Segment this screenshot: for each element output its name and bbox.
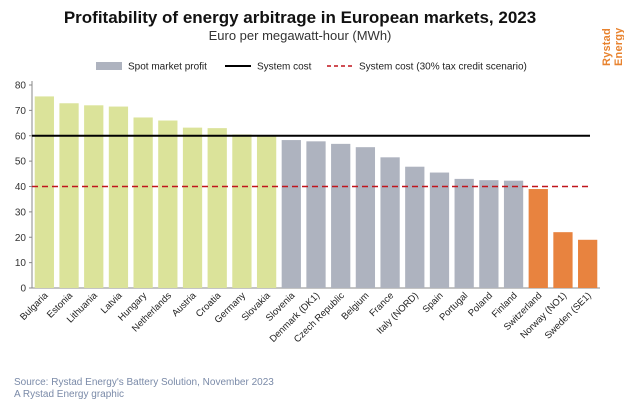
bar (158, 120, 178, 289)
bar (553, 232, 573, 288)
bar (84, 105, 104, 288)
y-tick-label: 60 (15, 131, 27, 142)
bar-chart: Spot market profit System cost System cost… (15, 62, 600, 345)
legend-label-spot-profit: Spot market profit (128, 62, 207, 73)
y-tick-label: 30 (15, 207, 27, 218)
bar (503, 180, 524, 288)
x-tick-label: Bulgaria (18, 290, 51, 323)
legend-swatch-spot-profit (96, 62, 122, 70)
y-tick-label: 50 (15, 157, 27, 168)
bar (306, 141, 326, 288)
bar (429, 172, 450, 288)
chart-title: Profitability of energy arbitrage in Eur… (63, 8, 537, 27)
bar (578, 239, 598, 288)
x-tick-label: Austria (170, 290, 199, 319)
y-tick-label: 80 (15, 81, 27, 92)
bar (34, 96, 54, 288)
reference-lines (32, 134, 590, 188)
bar (133, 117, 153, 288)
chart-source: Source: Rystad Energy's Battery Solution… (14, 377, 274, 401)
bar (528, 189, 548, 288)
bar (355, 147, 376, 288)
source-text: Source: Rystad Energy's Battery Solution… (14, 377, 274, 388)
y-tick-label: 0 (20, 284, 26, 295)
bar (380, 157, 400, 288)
bar (454, 178, 474, 288)
y-tick-label: 40 (15, 182, 27, 193)
x-tick-label: Poland (466, 290, 495, 319)
x-axis-labels: BulgariaEstoniaLithuaniaLatviaHungaryNet… (18, 290, 594, 345)
y-tick-label: 10 (15, 258, 27, 269)
bar (232, 134, 252, 288)
bar (331, 143, 351, 288)
y-tick-label: 20 (15, 233, 27, 244)
credit-text: A Rystad Energy graphic (14, 389, 125, 400)
bar (182, 127, 203, 288)
bar (59, 103, 79, 289)
x-tick-label: Belgium (339, 290, 371, 322)
bar (256, 135, 277, 288)
chart-subtitle: Euro per megawatt-hour (MWh) (208, 28, 392, 43)
bar (479, 180, 499, 288)
bar (207, 128, 227, 288)
bar (405, 166, 425, 288)
chart-legend: Spot market profit System cost System cost… (96, 62, 527, 73)
bar (108, 106, 129, 288)
bar (281, 140, 301, 288)
chart-bars (34, 96, 598, 289)
legend-label-tax-credit: System cost (30% tax credit scenario) (359, 62, 527, 73)
y-tick-label: 70 (15, 106, 27, 117)
legend-label-system-cost: System cost (257, 62, 312, 73)
